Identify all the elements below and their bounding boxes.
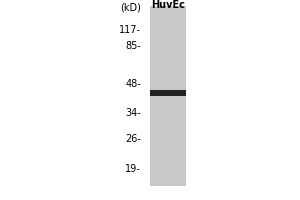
Text: (kD): (kD) <box>120 2 141 12</box>
Text: 85-: 85- <box>125 41 141 51</box>
Text: HuvEc: HuvEc <box>151 0 185 10</box>
Text: 19-: 19- <box>125 164 141 174</box>
Text: 34-: 34- <box>125 108 141 118</box>
Text: 48-: 48- <box>125 79 141 89</box>
Text: 26-: 26- <box>125 134 141 144</box>
Text: 117-: 117- <box>119 25 141 35</box>
Bar <box>150 90 186 96</box>
Bar <box>150 6 186 186</box>
